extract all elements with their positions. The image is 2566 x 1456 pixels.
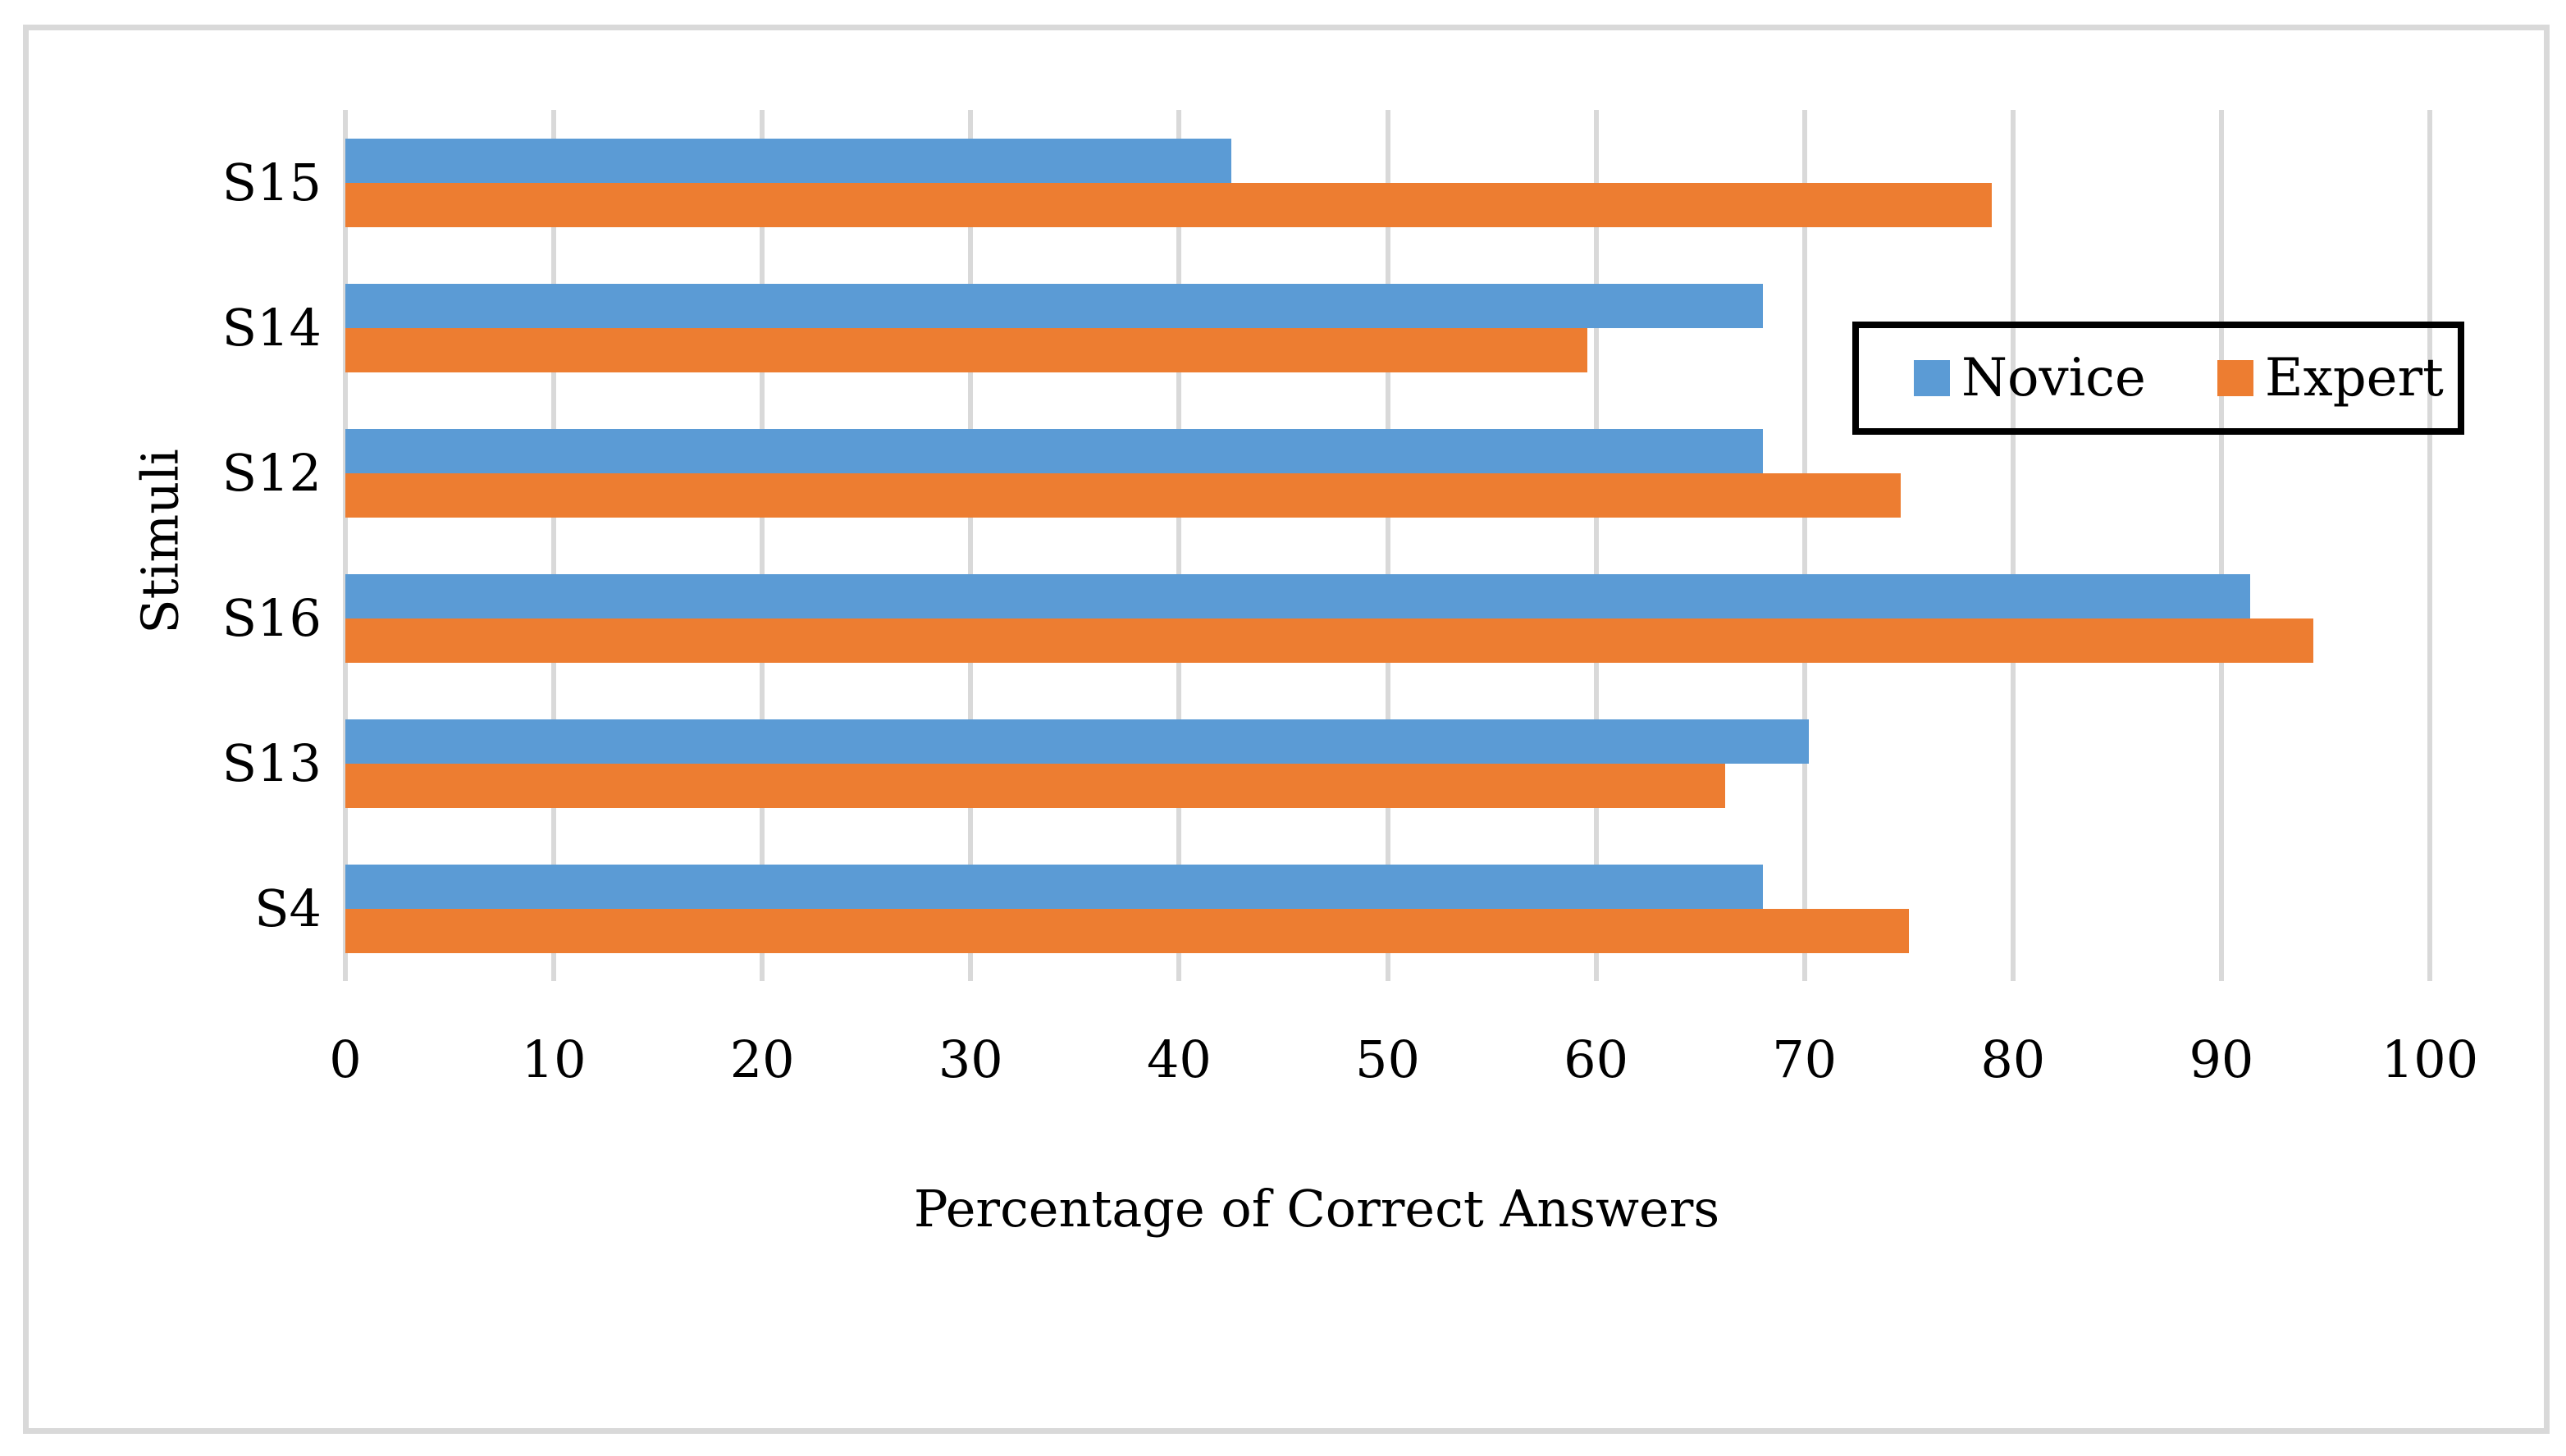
gridline-70	[1801, 110, 1807, 981]
x-tick-100: 100	[2381, 1029, 2479, 1089]
x-tick-50: 50	[1355, 1029, 1420, 1089]
bar-expert-s12	[345, 472, 1901, 518]
x-tick-70: 70	[1772, 1029, 1838, 1089]
gridline-60	[1593, 110, 1599, 981]
bar-novice-s12	[345, 428, 1763, 473]
gridline-50	[1385, 110, 1390, 981]
bar-novice-s16	[345, 573, 2251, 618]
x-tick-80: 80	[1980, 1029, 2046, 1089]
y-label-s4: S4	[254, 878, 322, 938]
x-tick-40: 40	[1146, 1029, 1212, 1089]
x-tick-60: 60	[1564, 1029, 1629, 1089]
bar-expert-s16	[345, 618, 2313, 663]
gridline-100	[2427, 110, 2432, 981]
x-tick-20: 20	[729, 1029, 795, 1089]
x-axis-title: Percentage of Correct Answers	[913, 1179, 1720, 1239]
bar-novice-s15	[345, 138, 1231, 183]
gridline-10	[551, 110, 557, 981]
bar-novice-s13	[345, 719, 1809, 764]
y-label-s12: S12	[221, 442, 322, 503]
legend-expert-swatch-icon	[2217, 360, 2253, 396]
bar-novice-s14	[345, 283, 1763, 328]
legend-novice-swatch-icon	[1914, 360, 1950, 396]
y-label-s16: S16	[221, 587, 322, 648]
bar-expert-s13	[345, 763, 1726, 808]
y-label-s15: S15	[221, 152, 322, 212]
bar-expert-s4	[345, 908, 1909, 953]
gridline-30	[968, 110, 974, 981]
x-tick-0: 0	[329, 1029, 362, 1089]
gridline-0	[343, 110, 348, 981]
x-tick-30: 30	[938, 1029, 1003, 1089]
gridline-80	[2010, 110, 2016, 981]
x-tick-90: 90	[2189, 1029, 2254, 1089]
legend-novice-label: Novice	[1961, 348, 2146, 409]
y-label-s13: S13	[221, 733, 322, 793]
legend-expert-label: Expert	[2264, 348, 2444, 409]
bar-expert-s15	[345, 182, 1993, 227]
y-axis-title: Stimuli	[130, 449, 190, 634]
plot-area	[343, 110, 2432, 981]
gridline-20	[760, 110, 765, 981]
bar-novice-s4	[345, 864, 1763, 909]
x-tick-10: 10	[521, 1029, 587, 1089]
y-label-s14: S14	[221, 297, 322, 358]
gridline-90	[2218, 110, 2224, 981]
legend: Novice Expert	[1852, 322, 2464, 435]
bar-expert-s14	[345, 327, 1588, 372]
gridline-40	[1176, 110, 1182, 981]
